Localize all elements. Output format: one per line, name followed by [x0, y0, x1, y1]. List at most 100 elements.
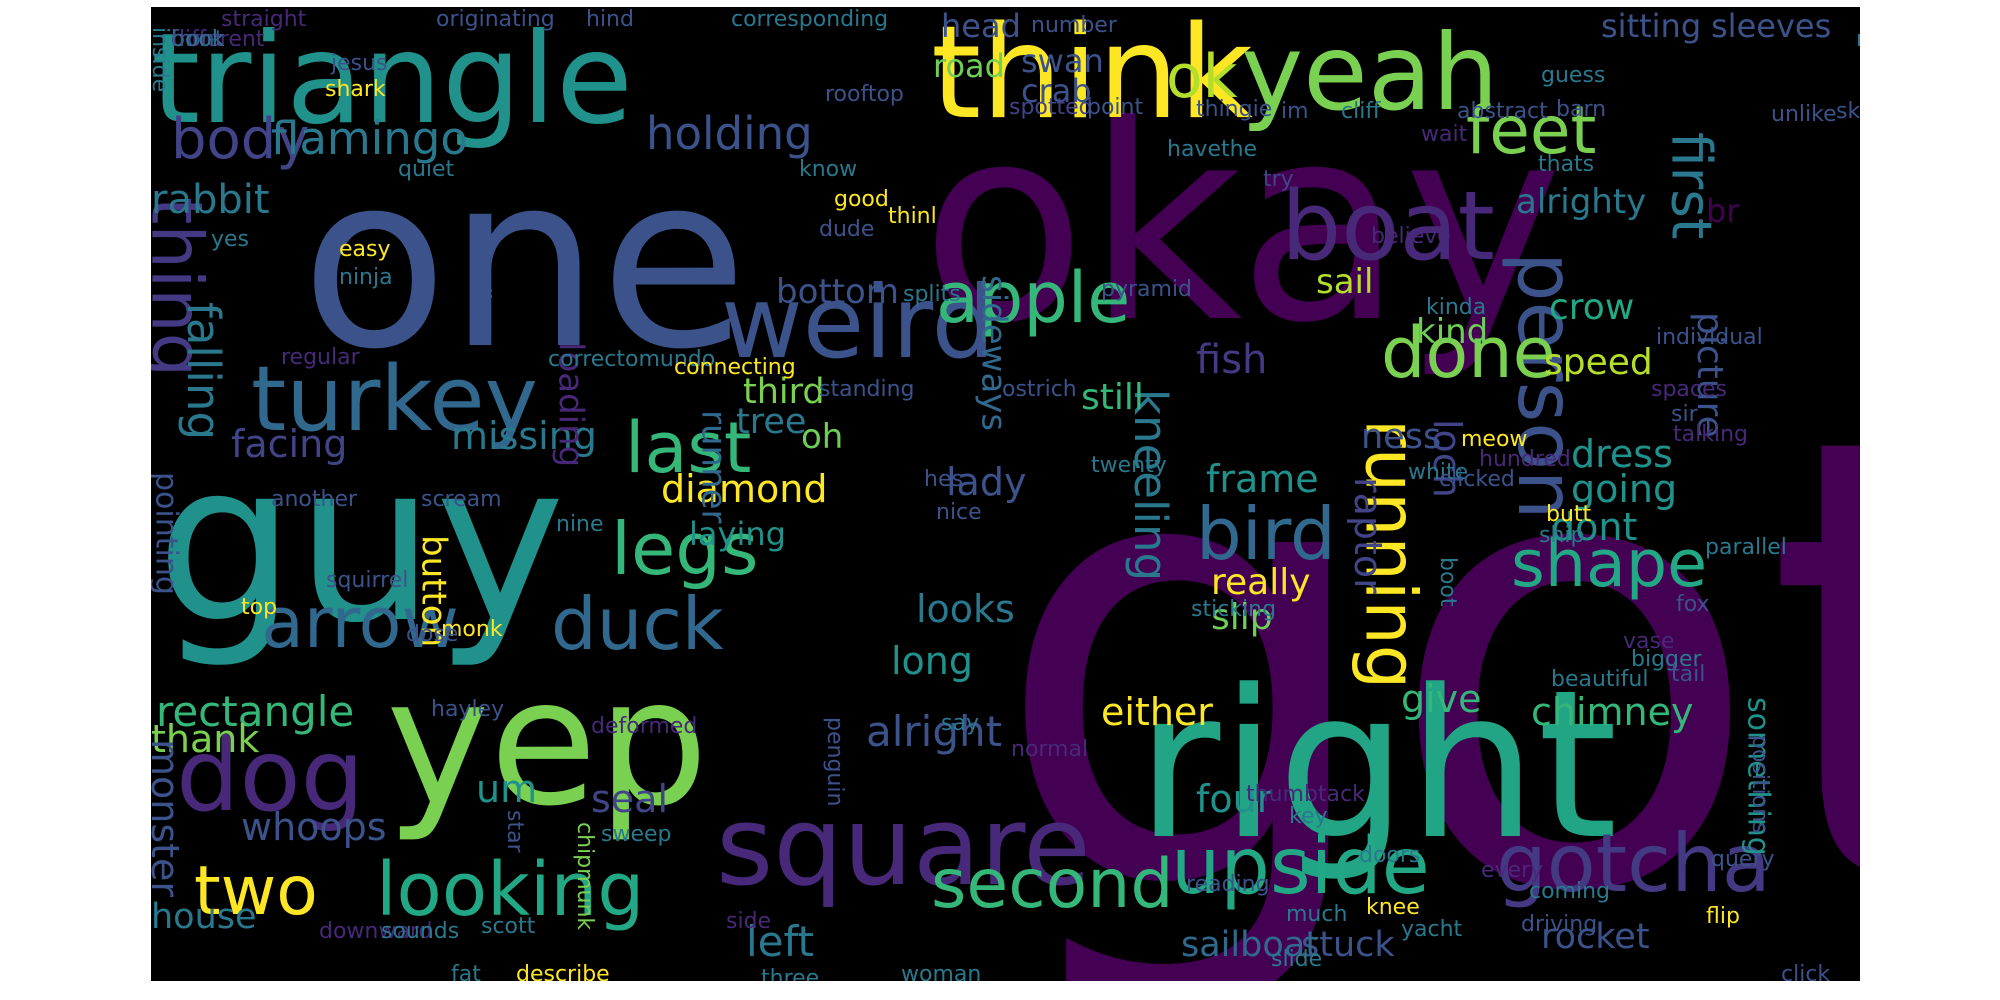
cloud-word: last [625, 407, 751, 489]
cloud-word: dont [1551, 505, 1637, 549]
cloud-word: yes [211, 227, 249, 252]
cloud-word: now [1856, 27, 1860, 52]
cloud-word: key [1289, 804, 1328, 829]
cloud-word: positions [1747, 735, 1772, 834]
cloud-word: thing [151, 197, 218, 377]
cloud-word: im [1281, 99, 1309, 124]
cloud-word: sir [1671, 402, 1699, 427]
cloud-word: sail [1316, 262, 1373, 302]
cloud-word: number [1031, 13, 1118, 38]
cloud-word: speedboat [469, 227, 494, 343]
cloud-word: really [1211, 562, 1311, 603]
cloud-word: reading [1186, 872, 1270, 897]
cloud-word: try [1263, 167, 1294, 192]
cloud-word: boot [1435, 557, 1460, 607]
cloud-word: falling [177, 302, 230, 440]
cloud-word: stuck [1301, 925, 1395, 965]
cloud-word: whoops [241, 805, 387, 849]
cloud-word: looking [376, 847, 644, 933]
cloud-word: fox [1676, 592, 1710, 617]
cloud-word: facing [231, 422, 347, 466]
cloud-word: dude [819, 217, 874, 242]
cloud-word: crab [1021, 72, 1092, 110]
cloud-word: vase [1623, 629, 1675, 654]
cloud-word: person [1500, 252, 1590, 519]
cloud-word: thingie [1196, 97, 1272, 122]
cloud-word: raptor [1346, 477, 1390, 594]
cloud-word: either [1101, 690, 1213, 734]
cloud-word: different [171, 27, 265, 52]
cloud-word: sitting [1601, 7, 1701, 45]
cloud-word: swan [1021, 42, 1104, 80]
cloud-word: hayley [431, 697, 504, 722]
cloud-word: pyramid [1101, 277, 1192, 302]
cloud-word: loading [550, 342, 590, 467]
cloud-word: correctomundo [548, 347, 715, 372]
cloud-word: boat [1281, 172, 1495, 282]
cloud-word: rooftop [825, 82, 904, 107]
cloud-word: flip [1706, 904, 1740, 929]
cloud-word: hundred [1479, 447, 1571, 472]
cloud-word: query [1711, 847, 1775, 872]
cloud-word: know [799, 157, 857, 182]
cloud-word: head [941, 7, 1021, 45]
cloud-word: nine [556, 512, 604, 537]
cloud-word: driving [1521, 912, 1597, 937]
cloud-word: bigger [1631, 647, 1703, 672]
cloud-word: lady [946, 460, 1026, 504]
cloud-word: loch [1425, 419, 1469, 498]
cloud-word: rabbit [151, 177, 270, 223]
cloud-word: thank [151, 717, 259, 761]
cloud-word: individual [1656, 325, 1763, 350]
cloud-word: going [1571, 467, 1677, 511]
cloud-word: kind [1416, 312, 1488, 352]
cloud-word: knee [1366, 895, 1420, 920]
cloud-word: butt [1546, 502, 1592, 527]
cloud-word: apple [936, 257, 1130, 339]
cloud-word: twenty [1091, 453, 1167, 478]
cloud-word: parallel [1705, 535, 1787, 560]
cloud-word: kinda [1426, 295, 1486, 320]
cloud-word: quiet [398, 157, 455, 182]
cloud-word: coming [1529, 879, 1610, 904]
cloud-word: long [891, 639, 973, 683]
cloud-word: squirrel [326, 568, 408, 593]
cloud-word: sweep [601, 822, 672, 847]
cloud-word: inside [151, 27, 172, 92]
cloud-word: ness [1361, 417, 1441, 457]
cloud-word: um [476, 767, 537, 811]
cloud-word: missing [451, 414, 597, 458]
cloud-word: give [1401, 677, 1482, 721]
cloud-word: sticking [1191, 597, 1276, 622]
cloud-word: beautiful [1551, 667, 1648, 692]
cloud-word: button [413, 535, 453, 647]
cloud-word: barn [1556, 97, 1606, 122]
cloud-word: rocket [1541, 917, 1650, 957]
cloud-word: monster [151, 739, 187, 897]
cloud-word: crow [1549, 287, 1634, 328]
cloud-word: spaces [1651, 377, 1727, 402]
cloud-word: right [1136, 647, 1618, 885]
cloud-word: ninja [339, 265, 393, 290]
cloud-word: upside [1171, 822, 1430, 912]
cloud-word: square [716, 782, 1091, 910]
cloud-word: tail [1671, 662, 1705, 687]
cloud-word: one [301, 122, 748, 402]
cloud-word: every [1481, 858, 1543, 883]
cloud-word: diamond [661, 467, 827, 511]
cloud-word: tree [736, 402, 806, 442]
cloud-word: three [761, 966, 819, 981]
cloud-word: pointing [151, 472, 184, 595]
cloud-word: runner [693, 410, 733, 524]
cloud-word: another [271, 487, 358, 512]
cloud-word: dose [406, 622, 458, 647]
cloud-word: white [1408, 460, 1468, 485]
cloud-word: regular [281, 345, 361, 370]
cloud-word: running [1350, 419, 1432, 689]
cloud-word: havethe [1167, 137, 1257, 162]
cloud-word: alright [866, 707, 1002, 756]
cloud-word: kneeling [1124, 389, 1177, 581]
cloud-word: chipmunk [572, 822, 597, 930]
cloud-word: easy [339, 237, 391, 262]
